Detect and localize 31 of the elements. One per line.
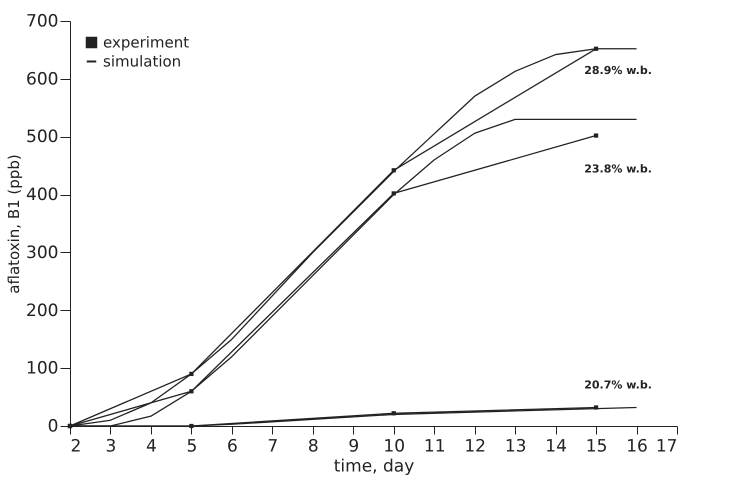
y-axis-title: aflatoxin, B1 (ppb): [5, 154, 24, 294]
x-tick-label: 11: [424, 436, 446, 456]
x-tick-label: 5: [186, 436, 198, 456]
x-tick-label: 6: [226, 436, 238, 456]
x-tick-label: 17: [656, 436, 678, 456]
y-tick-label: 700: [26, 12, 58, 32]
legend-label: simulation: [103, 52, 182, 70]
x-tick-label: 12: [464, 436, 486, 456]
x-axis-title: time, day: [334, 456, 414, 476]
y-tick-label: 200: [26, 300, 58, 321]
annotation: 20.7% w.b.: [584, 378, 652, 392]
y-tick-label: 600: [26, 69, 58, 90]
annotation: 28.9% w.b.: [584, 64, 652, 77]
y-tick-label: 500: [26, 127, 58, 148]
x-tick-label: 3: [106, 436, 116, 456]
y-tick-label: 0: [48, 416, 58, 436]
x-tick-label: 8: [308, 436, 319, 456]
x-tick-label: 14: [545, 436, 567, 456]
y-tick-label: 400: [26, 185, 58, 206]
x-tick-label: 2: [70, 436, 82, 456]
y-tick-label: 300: [26, 242, 58, 263]
x-tick-label: 7: [267, 436, 278, 456]
x-tick-label: 15: [586, 436, 608, 456]
annotation: 23.8% w.b.: [584, 162, 652, 176]
x-tick-label: 4: [146, 436, 157, 456]
x-tick-label: 10: [383, 436, 406, 456]
y-tick-label: 100: [26, 358, 58, 379]
x-tick-label: 16: [626, 436, 648, 456]
legend-label: experiment: [103, 34, 190, 52]
x-tick-label: 9: [348, 436, 360, 456]
x-tick-label: 13: [504, 436, 526, 456]
